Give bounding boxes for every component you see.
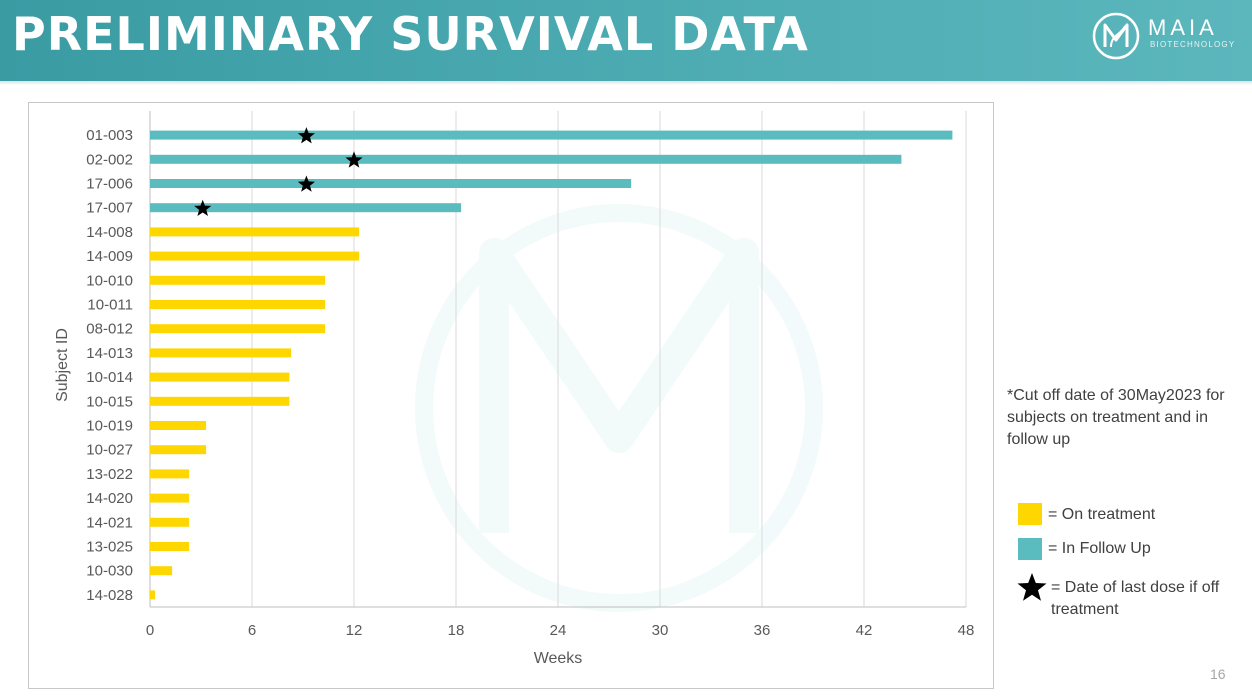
bar-01-003 bbox=[150, 130, 953, 140]
bar-10-019 bbox=[150, 421, 207, 430]
bar-13-022 bbox=[150, 469, 190, 479]
y-tick-label: 14-008 bbox=[86, 224, 133, 241]
bar-14-021 bbox=[150, 517, 190, 527]
bar-17-007 bbox=[150, 203, 462, 213]
legend-swatch-in-follow-up bbox=[1018, 538, 1042, 560]
bar-02-002 bbox=[150, 154, 902, 164]
bar-13-025 bbox=[150, 542, 190, 551]
bar-10-030 bbox=[150, 566, 173, 576]
legend-label-last-dose: = Date of last dose if off treatment bbox=[1051, 579, 1220, 618]
last-dose-star-02-002 bbox=[345, 151, 363, 168]
y-tick-label: 14-020 bbox=[86, 490, 133, 507]
x-tick-label: 6 bbox=[248, 622, 256, 639]
x-tick-label: 48 bbox=[958, 622, 975, 639]
bar-14-028 bbox=[150, 590, 156, 600]
logo-name: MAIA bbox=[1148, 15, 1218, 40]
bar-14-009 bbox=[150, 251, 360, 261]
x-tick-label: 18 bbox=[448, 622, 465, 639]
y-tick-label: 14-013 bbox=[86, 345, 133, 362]
bar-08-012 bbox=[150, 324, 326, 334]
y-tick-label: 17-006 bbox=[86, 176, 133, 193]
last-dose-star-01-003 bbox=[297, 127, 315, 144]
title-banner: PRELIMINARY SURVIVAL DATA MAIA BIOTECHNO… bbox=[0, 0, 1252, 81]
y-tick-label: 17-007 bbox=[86, 200, 133, 217]
survival-chart: 0 6 12 18 24 30 36 42 48 01-003 02-002 17-006 17-007… bbox=[54, 111, 975, 667]
y-tick-label: 13-025 bbox=[86, 539, 133, 556]
page-number: 16 bbox=[1210, 666, 1226, 682]
y-tick-label: 10-015 bbox=[86, 393, 133, 410]
maia-logo-icon bbox=[1092, 12, 1140, 60]
company-logo: MAIA BIOTECHNOLOGY bbox=[1090, 10, 1240, 62]
y-tick-label: 10-030 bbox=[86, 563, 133, 580]
bar-17-006 bbox=[150, 179, 632, 188]
y-tick-label: 10-027 bbox=[86, 442, 133, 459]
y-tick-label: 14-021 bbox=[86, 514, 133, 531]
y-axis-title: Subject ID bbox=[54, 328, 71, 402]
x-tick-label: 0 bbox=[146, 622, 154, 639]
watermark-logo bbox=[415, 204, 823, 612]
y-tick-label: 08-012 bbox=[86, 321, 133, 338]
x-tick-label: 30 bbox=[652, 622, 669, 639]
page-title: PRELIMINARY SURVIVAL DATA bbox=[12, 7, 809, 61]
star-icon bbox=[1017, 573, 1047, 601]
last-dose-star-17-006 bbox=[297, 175, 315, 192]
y-tick-label: 02-002 bbox=[86, 151, 133, 168]
x-tick-label: 12 bbox=[346, 622, 363, 639]
header-divider bbox=[0, 81, 1252, 85]
y-tick-label: 01-003 bbox=[86, 127, 133, 144]
y-tick-label: 13-022 bbox=[86, 466, 133, 483]
y-tick-label: 14-009 bbox=[86, 248, 133, 265]
x-axis-title: Weeks bbox=[534, 650, 583, 667]
last-dose-star-17-007 bbox=[194, 199, 212, 216]
y-tick-label: 10-014 bbox=[86, 369, 133, 386]
y-tick-label: 14-028 bbox=[86, 587, 133, 604]
legend-label-in-follow-up: = In Follow Up bbox=[1048, 540, 1151, 557]
bar-14-008 bbox=[150, 227, 360, 237]
bar-14-013 bbox=[150, 348, 292, 358]
y-tick-label: 10-011 bbox=[87, 297, 133, 314]
x-tick-label: 36 bbox=[754, 622, 771, 639]
y-tick-label: 10-019 bbox=[86, 418, 133, 435]
x-tick-label: 24 bbox=[550, 622, 567, 639]
chart-frame: 0 6 12 18 24 30 36 42 48 01-003 02-002 17-006 17-007… bbox=[28, 102, 994, 689]
legend-label-on-treatment: = On treatment bbox=[1048, 506, 1156, 523]
x-tick-label: 42 bbox=[856, 622, 873, 639]
bar-14-020 bbox=[150, 493, 190, 503]
logo-subtitle: BIOTECHNOLOGY bbox=[1150, 40, 1236, 49]
bar-10-027 bbox=[150, 445, 207, 455]
bar-10-015 bbox=[150, 396, 290, 406]
y-tick-label: 10-010 bbox=[86, 272, 133, 289]
cutoff-note: *Cut off date of 30May2023 for subjects … bbox=[1007, 387, 1225, 448]
bar-10-011 bbox=[150, 300, 326, 309]
legend-swatch-on-treatment bbox=[1018, 503, 1042, 525]
bar-10-014 bbox=[150, 372, 290, 382]
bar-10-010 bbox=[150, 275, 326, 285]
